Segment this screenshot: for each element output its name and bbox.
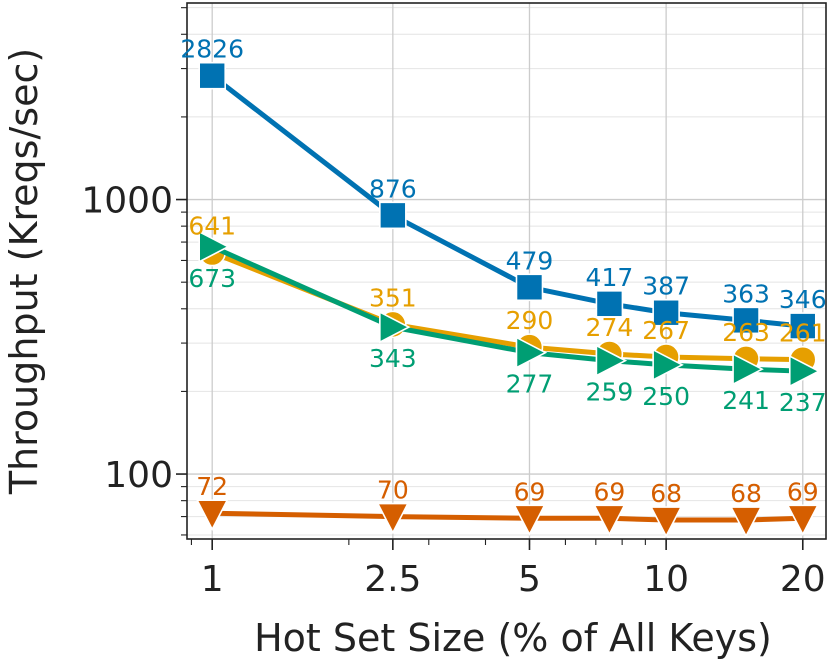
triangle-down-marker: [593, 504, 626, 537]
triangle-down-marker: [729, 506, 763, 538]
square-marker: [595, 290, 624, 318]
data-label: 479: [506, 246, 554, 275]
data-label: 641: [188, 212, 236, 241]
data-label: 346: [779, 285, 827, 314]
data-label: 363: [722, 279, 770, 308]
triangle-right-marker: [595, 344, 628, 377]
triangle-down-marker: [786, 504, 820, 537]
data-label: 274: [586, 313, 634, 342]
x-tick-label: 1: [201, 559, 224, 600]
data-labels: 2826 876 479 417 387 363 346 641 351 290 274 267 263…: [180, 35, 826, 508]
data-label: 343: [369, 344, 417, 373]
data-series: [195, 61, 821, 538]
data-label: 250: [642, 382, 690, 411]
x-axis-title: Hot Set Size (% of All Keys): [254, 616, 772, 660]
x-tick-label: 20: [780, 559, 826, 600]
data-label: 241: [722, 386, 770, 415]
y-tick-label: 1000: [81, 181, 173, 222]
triangle-right-marker: [515, 336, 548, 369]
square-marker: [732, 306, 760, 335]
data-label: 261: [779, 319, 827, 348]
triangle-down-marker: [513, 504, 546, 537]
triangle-down-marker: [195, 499, 229, 531]
data-label: 68: [650, 479, 682, 508]
y-tick-label: 100: [104, 455, 173, 496]
square-marker: [788, 312, 817, 340]
grid-lines: [187, 3, 826, 539]
y-axis-title: Throughput (Kreqs/sec): [2, 48, 46, 495]
data-label: 70: [377, 476, 409, 505]
square-marker: [652, 298, 680, 327]
data-label: 387: [642, 272, 690, 301]
x-tick-label: 5: [518, 559, 541, 600]
data-label: 876: [369, 174, 417, 203]
square-marker: [379, 201, 407, 230]
data-label: 259: [586, 378, 634, 407]
square-marker: [198, 61, 227, 90]
triangle-down-marker: [376, 502, 410, 535]
triangle-right-marker: [788, 354, 821, 388]
data-label: 69: [787, 477, 819, 506]
data-label: 290: [506, 306, 554, 335]
triangle-right-marker: [379, 310, 411, 344]
triangle-right-marker: [732, 352, 764, 386]
data-label: 267: [642, 316, 690, 345]
data-label: 2826: [180, 35, 244, 64]
data-label: 417: [586, 263, 634, 292]
data-label: 237: [779, 388, 827, 417]
axes: 1 2.5 5 10 20 100 1000: [81, 2, 827, 600]
x-tick-label: 2.5: [364, 559, 421, 600]
x-tick-label: 10: [643, 559, 689, 600]
data-label: 673: [188, 264, 236, 293]
data-label: 277: [506, 370, 554, 399]
data-label: 351: [369, 283, 417, 312]
triangle-right-marker: [652, 348, 684, 382]
data-label: 263: [722, 318, 770, 347]
data-label: 69: [514, 477, 546, 506]
square-marker: [515, 273, 544, 302]
plot-frame: [186, 2, 827, 540]
data-label: 68: [730, 479, 762, 508]
triangle-right-marker: [198, 230, 230, 264]
data-label: 72: [196, 472, 228, 501]
data-label: 69: [594, 477, 626, 506]
triangle-down-marker: [649, 506, 683, 538]
